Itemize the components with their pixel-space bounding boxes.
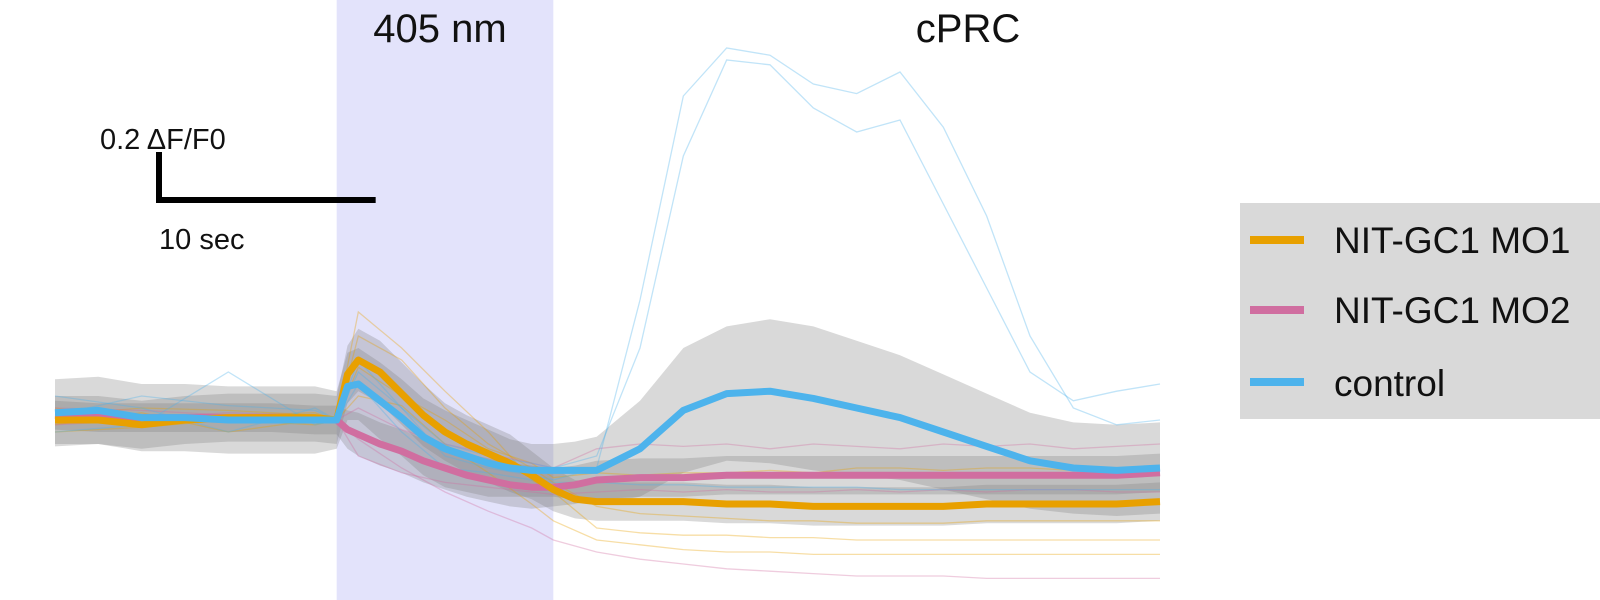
legend: NIT-GC1 MO1 NIT-GC1 MO2 control <box>1240 203 1600 419</box>
stimulus-window <box>336 0 554 600</box>
mean-lines <box>54 356 1161 510</box>
scale-bar: 0.2 ΔF/F0 10 sec <box>100 124 376 256</box>
sem-band-nit-gc1-mo2 <box>55 400 1160 509</box>
scalebar-x-label: 10 sec <box>159 224 244 256</box>
stimulus-label: 405 nm <box>373 7 506 51</box>
region-label: cPRC <box>916 7 1020 51</box>
legend-label-mo2: NIT-GC1 MO2 <box>1334 290 1570 331</box>
mean-line-control <box>54 380 1161 474</box>
scalebar-lines <box>156 152 376 203</box>
scalebar-y-label: 0.2 ΔF/F0 <box>100 124 226 156</box>
legend-label-mo1: NIT-GC1 MO1 <box>1334 220 1570 261</box>
legend-label-control: control <box>1334 363 1445 404</box>
sem-band-control <box>55 319 1160 516</box>
